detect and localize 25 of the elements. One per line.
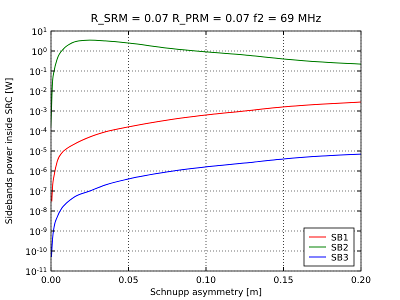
x-tick-label: 0.15 [273, 276, 294, 286]
legend-label: SB3 [331, 254, 349, 264]
y-tick-label: 10$^{-6}$ [29, 166, 47, 178]
y-tick-label: 10$^{-10}$ [25, 246, 47, 258]
y-tick-label: 10$^{-1}$ [29, 66, 47, 78]
x-tick-label: 0.00 [40, 276, 62, 286]
x-tick-label: 0.05 [118, 276, 139, 286]
x-tick-label: 0.20 [350, 276, 372, 286]
y-tick-label: 10$^{0}$ [32, 46, 47, 58]
y-tick-label: 10$^{-9}$ [29, 226, 47, 238]
y-axis-title: Sidebands power inside SRC [W] [5, 78, 15, 224]
chart-title: R_SRM = 0.07 R_PRM = 0.07 f2 = 69 MHz [90, 12, 322, 25]
y-tick-label: 10$^{-5}$ [29, 146, 47, 158]
legend-label: SB2 [331, 244, 349, 254]
y-tick-label: 10$^{-4}$ [29, 126, 47, 138]
y-tick-label: 10$^{-2}$ [29, 86, 47, 98]
y-tick-label: 10$^{1}$ [32, 26, 47, 38]
y-tick-label: 10$^{-7}$ [29, 186, 47, 198]
legend-label: SB1 [331, 234, 349, 244]
x-tick-label: 0.10 [196, 276, 216, 286]
y-tick-label: 10$^{-11}$ [25, 266, 47, 278]
line-series [51, 102, 362, 202]
y-tick-label: 10$^{-8}$ [29, 206, 47, 218]
x-axis-title: Schnupp asymmetry [m] [150, 288, 262, 298]
y-tick-label: 10$^{-3}$ [29, 106, 47, 118]
